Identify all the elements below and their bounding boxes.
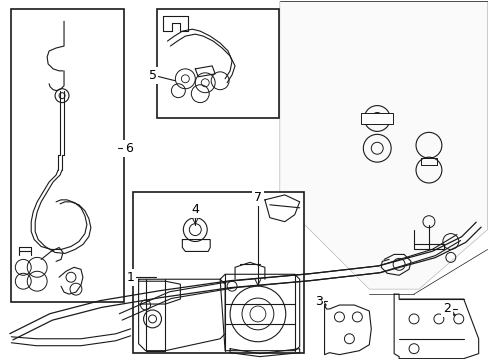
- Polygon shape: [279, 1, 487, 289]
- Text: 1: 1: [126, 271, 134, 284]
- Text: 7: 7: [253, 192, 262, 204]
- Bar: [11, 9, 123, 302]
- Bar: [132, 192, 303, 353]
- Text: 2: 2: [442, 302, 450, 315]
- Text: 5: 5: [148, 69, 156, 82]
- Text: 3: 3: [314, 294, 322, 307]
- Bar: [157, 9, 278, 118]
- Text: 4: 4: [191, 203, 199, 216]
- Text: 6: 6: [124, 142, 132, 155]
- Bar: [361, 113, 392, 125]
